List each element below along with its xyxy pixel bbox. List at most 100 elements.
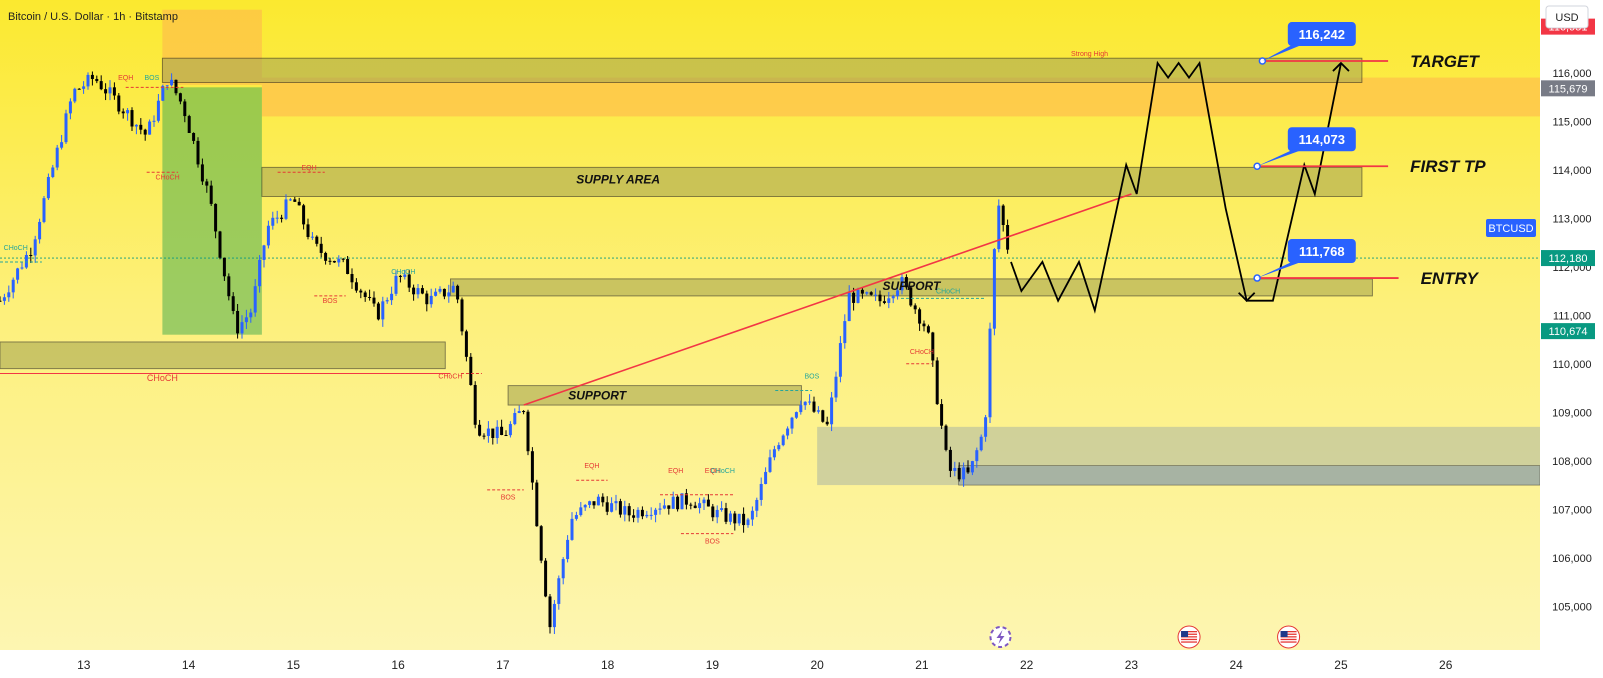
candle-body (548, 596, 552, 628)
candle-body (152, 120, 156, 122)
candle-body (359, 290, 363, 293)
projection-group[interactable] (1010, 60, 1350, 314)
candle-body (403, 274, 407, 277)
candle-body (442, 288, 446, 297)
candle-body (522, 411, 526, 413)
candle-body (324, 252, 328, 261)
candle-body (354, 282, 358, 291)
candle-body (715, 509, 719, 518)
candle-body (680, 493, 684, 510)
candle-body (768, 457, 772, 472)
candle-body (816, 410, 820, 412)
target-callout[interactable] (1287, 22, 1356, 47)
price-badge-bg-1 (1541, 80, 1595, 97)
candle-body (117, 95, 121, 112)
candle-body (337, 258, 341, 263)
candle-body (834, 376, 838, 398)
entry-callout[interactable] (1287, 239, 1356, 264)
candle-body (244, 317, 248, 323)
time-axis[interactable]: 13 14 15 16 17 18 19 20 21 22 23 24 25 26 (77, 658, 1453, 672)
candle-body (258, 259, 262, 287)
candle-body (777, 445, 781, 450)
target-anchor-dot[interactable] (1258, 57, 1267, 65)
candle-body (165, 85, 169, 87)
projection-arrow-down (1238, 292, 1256, 303)
candle-body (482, 435, 486, 437)
candle-body (988, 328, 992, 418)
candles (0, 71, 1010, 635)
candle-body (99, 81, 103, 90)
price-tick-105,000: 105,000 (1552, 601, 1592, 613)
price-badge-bg-2 (1541, 250, 1595, 267)
candle-body (491, 428, 495, 439)
candle-body (288, 199, 292, 201)
candle-body (407, 274, 411, 288)
candle-body (16, 268, 20, 280)
candle-body (297, 201, 301, 206)
candle-body (618, 501, 622, 515)
candle-body (0, 300, 2, 302)
candle-body (174, 79, 178, 94)
candle-body (588, 501, 592, 505)
smc-label-18: Strong High (1071, 51, 1108, 58)
symbol-badge-bg (1486, 218, 1536, 237)
time-axis-panel[interactable] (0, 650, 1603, 678)
price-tick-110,000: 110,000 (1553, 359, 1592, 371)
candle-body (786, 428, 790, 436)
candle-body (456, 285, 460, 300)
candle-body (275, 217, 279, 219)
candle-body (302, 205, 306, 225)
first-tp-label: FIRST TP (1410, 157, 1486, 176)
candle-body (385, 300, 389, 302)
candle-body (561, 559, 565, 579)
candle-body (29, 254, 33, 256)
price-axis[interactable]: 105,000 106,000 107,000 108,000 109,000 110,0… (1552, 68, 1592, 614)
candle-body (728, 513, 732, 522)
candle-body (887, 298, 891, 303)
price-tick-115,000: 115,000 (1553, 116, 1592, 128)
candle-body (200, 164, 204, 182)
candle-body (944, 425, 948, 450)
candle-body (931, 332, 935, 361)
candle-body (535, 482, 539, 527)
candle-body (869, 292, 873, 295)
trendline-group[interactable] (523, 193, 1132, 406)
candle-body (913, 305, 917, 310)
time-tick-22: 22 (1020, 658, 1034, 672)
candle-body (790, 417, 794, 429)
candle-body (667, 505, 671, 509)
candle-body (64, 113, 68, 143)
candle-body (434, 291, 438, 296)
candle-body (236, 310, 240, 334)
candle-body (799, 405, 803, 413)
candle-body (104, 89, 108, 94)
candle-body (838, 343, 842, 377)
candle-body (737, 513, 741, 524)
candle-body (24, 254, 28, 268)
us-flag-event-icon-stripe (1181, 641, 1198, 643)
currency-button-label[interactable]: USD (1555, 12, 1578, 24)
projection-path[interactable] (1010, 60, 1342, 314)
candle-body (68, 101, 72, 114)
candle-body (425, 293, 429, 305)
event-icons[interactable] (989, 625, 1301, 649)
first-tp-callout[interactable] (1287, 127, 1356, 152)
candle-body (271, 217, 275, 226)
zone-box-0 (161, 57, 1363, 83)
candle-body (372, 297, 376, 304)
candle-body (214, 203, 218, 232)
candle-body (733, 513, 737, 524)
smc-label-0: EQH (118, 75, 133, 82)
candle-body (460, 299, 464, 332)
red-trendline[interactable] (523, 193, 1132, 406)
candle-body (596, 496, 600, 506)
time-tick-20: 20 (810, 658, 824, 672)
candle-body (975, 450, 979, 462)
currency-button-frame[interactable] (1545, 5, 1589, 29)
level-lines[interactable]: TARGET 116,242 FIRST TP 114,073 ENTRY 111,768 (1253, 22, 1486, 288)
candle-body (772, 449, 776, 458)
candle-body (517, 411, 521, 414)
time-tick-17: 17 (496, 658, 510, 672)
currency-button[interactable]: USD (1545, 5, 1589, 29)
